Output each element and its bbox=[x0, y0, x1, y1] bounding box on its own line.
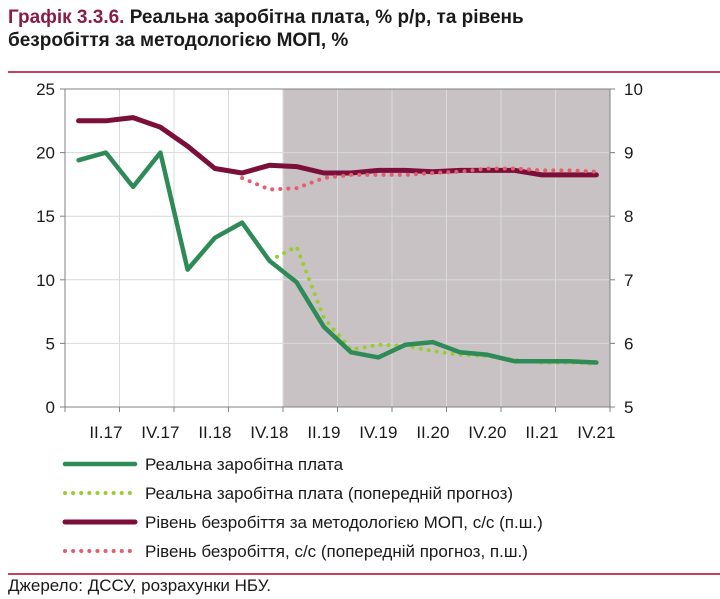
figure-label: Графік 3.3.6. bbox=[8, 7, 125, 28]
legend-label-2: Реальна заробітна плата (попередній прог… bbox=[145, 484, 513, 503]
title-line-2: безробіття за методологією МОП, % bbox=[8, 30, 349, 51]
series-line-3 bbox=[76, 115, 599, 178]
x-axis-tick-label: IV.21 bbox=[577, 423, 615, 442]
x-axis-tick-label: IV.17 bbox=[141, 423, 179, 442]
left-axis-tick-label: 0 bbox=[46, 398, 55, 417]
legend-label-3: Рівень безробіття за методологією МОП, с… bbox=[145, 513, 543, 532]
right-axis-tick-label: 9 bbox=[624, 144, 633, 163]
left-axis-tick-label: 20 bbox=[36, 144, 55, 163]
x-axis-tick-label: II.21 bbox=[525, 423, 558, 442]
title-line-1: Реальна заробітна плата, % р/р, та рівен… bbox=[129, 7, 524, 28]
right-axis-tick-label: 10 bbox=[624, 80, 643, 99]
chart-area: 0 5 10 15 20 25 5 6 7 8 9 10 II.17 IV.17 II.18 IV.18 II.… bbox=[36, 80, 643, 561]
series-line-1 bbox=[76, 150, 599, 365]
left-axis-tick-label: 15 bbox=[36, 207, 55, 226]
title-rule bbox=[8, 71, 720, 73]
legend-label-4: Рівень безробіття, с/с (попередній прогн… bbox=[145, 542, 528, 561]
right-axis-tick-label: 7 bbox=[624, 271, 633, 290]
right-axis-tick-label: 6 bbox=[624, 334, 633, 353]
left-axis-tick-label: 10 bbox=[36, 271, 55, 290]
source-rule bbox=[8, 573, 720, 575]
right-axis-tick-label: 5 bbox=[624, 398, 633, 417]
legend-label-1: Реальна заробітна плата bbox=[145, 455, 344, 474]
x-axis-tick-label: IV.19 bbox=[359, 423, 397, 442]
x-axis-tick-label: II.17 bbox=[89, 423, 122, 442]
x-axis-tick-label: IV.20 bbox=[468, 423, 506, 442]
left-axis-tick-label: 5 bbox=[46, 334, 55, 353]
x-axis-tick-label: IV.18 bbox=[250, 423, 288, 442]
right-axis-tick-label: 8 bbox=[624, 207, 633, 226]
x-axis-tick-label: II.19 bbox=[307, 423, 340, 442]
series-line-4 bbox=[240, 166, 599, 192]
x-axis-tick-label: II.20 bbox=[416, 423, 449, 442]
source-note: Джерело: ДССУ, розрахунки НБУ. bbox=[8, 576, 271, 595]
left-axis-tick-label: 25 bbox=[36, 80, 55, 99]
x-axis-tick-label: II.18 bbox=[198, 423, 231, 442]
chart-title: Графік 3.3.6. Реальна заробітна плата, %… bbox=[8, 6, 708, 52]
